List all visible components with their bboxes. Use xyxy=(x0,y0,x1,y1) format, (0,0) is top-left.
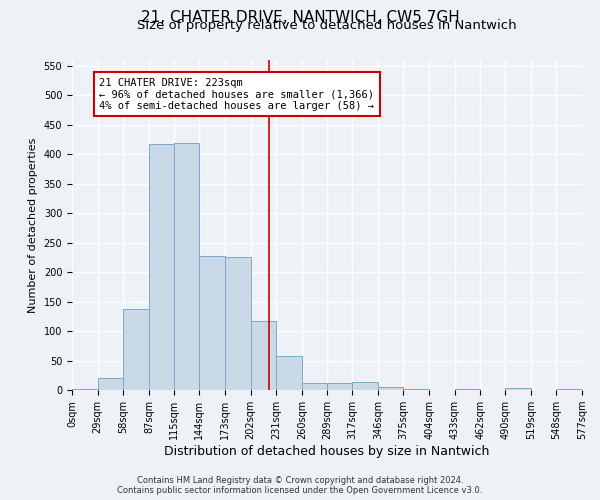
Bar xyxy=(556,389,582,390)
Bar xyxy=(352,382,378,390)
Bar xyxy=(72,389,98,390)
Bar xyxy=(98,378,123,390)
Bar xyxy=(199,256,225,390)
Bar xyxy=(403,389,429,390)
Bar xyxy=(328,383,353,390)
X-axis label: Distribution of detached houses by size in Nantwich: Distribution of detached houses by size … xyxy=(164,445,490,458)
Bar xyxy=(173,142,199,390)
Bar xyxy=(251,321,276,390)
Y-axis label: Number of detached properties: Number of detached properties xyxy=(28,138,38,312)
Title: Size of property relative to detached houses in Nantwich: Size of property relative to detached ho… xyxy=(137,20,517,32)
Bar xyxy=(302,383,328,390)
Text: 21, CHATER DRIVE, NANTWICH, CW5 7GH: 21, CHATER DRIVE, NANTWICH, CW5 7GH xyxy=(140,10,460,25)
Bar xyxy=(378,387,403,390)
Bar xyxy=(149,144,175,390)
Bar xyxy=(225,257,251,390)
Bar xyxy=(123,310,149,390)
Text: Contains HM Land Registry data © Crown copyright and database right 2024.
Contai: Contains HM Land Registry data © Crown c… xyxy=(118,476,482,495)
Bar xyxy=(455,389,481,390)
Text: 21 CHATER DRIVE: 223sqm
← 96% of detached houses are smaller (1,366)
4% of semi-: 21 CHATER DRIVE: 223sqm ← 96% of detache… xyxy=(100,78,374,111)
Bar xyxy=(276,356,302,390)
Bar xyxy=(505,388,531,390)
